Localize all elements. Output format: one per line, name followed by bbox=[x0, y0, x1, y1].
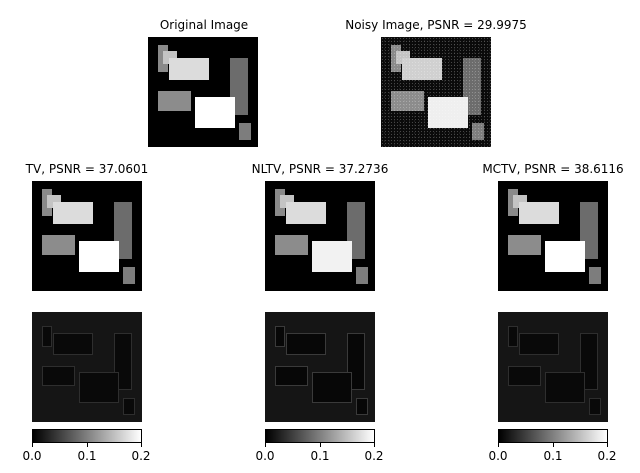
edge-tall-left bbox=[275, 326, 285, 347]
edge-gray-block bbox=[42, 366, 75, 386]
shape-light-bar bbox=[286, 202, 326, 224]
colorbar-tick bbox=[141, 443, 142, 447]
shape-small-bottom bbox=[472, 123, 484, 140]
colorbar-tick-label: 0.0 bbox=[488, 449, 508, 463]
shape-light-bar bbox=[53, 202, 93, 224]
title-noisy: Noisy Image, PSNR = 29.9975 bbox=[345, 18, 527, 32]
shape-small-bottom bbox=[356, 267, 368, 284]
shape-gray-block bbox=[158, 91, 191, 111]
mctv-image bbox=[498, 181, 608, 291]
colorbar-nltv bbox=[265, 429, 375, 443]
colorbar-tick-label: 0.1 bbox=[543, 449, 563, 463]
shape-white-block bbox=[428, 97, 468, 128]
original-image bbox=[148, 37, 258, 147]
edge-gray-block bbox=[508, 366, 541, 386]
nltv-image bbox=[265, 181, 375, 291]
colorbar-tick bbox=[553, 443, 554, 447]
tv-error-map bbox=[32, 312, 142, 422]
title-original: Original Image bbox=[159, 18, 249, 32]
shape-light-bar bbox=[519, 202, 559, 224]
colorbar-tick bbox=[498, 443, 499, 447]
title-nltv: NLTV, PSNR = 37.2736 bbox=[251, 162, 389, 176]
colorbar-tick bbox=[32, 443, 33, 447]
edge-small-bottom bbox=[123, 398, 135, 415]
colorbar-tick-label: 0.2 bbox=[131, 449, 151, 463]
colorbar-tick bbox=[265, 443, 266, 447]
edge-white-block bbox=[79, 372, 119, 403]
edge-light-bar bbox=[53, 333, 93, 355]
colorbar-tick bbox=[374, 443, 375, 447]
mctv-error-map bbox=[498, 312, 608, 422]
shape-small-bottom bbox=[589, 267, 601, 284]
shape-white-block bbox=[195, 97, 235, 128]
edge-white-block bbox=[545, 372, 585, 403]
title-tv: TV, PSNR = 37.0601 bbox=[25, 162, 149, 176]
colorbar-tick-label: 0.0 bbox=[22, 449, 42, 463]
edge-gray-block bbox=[275, 366, 308, 386]
shape-gray-block bbox=[275, 235, 308, 255]
shape-white-block bbox=[312, 241, 352, 272]
shape-small-bottom bbox=[123, 267, 135, 284]
colorbar-tick-label: 0.2 bbox=[364, 449, 384, 463]
title-mctv: MCTV, PSNR = 38.6116 bbox=[482, 162, 624, 176]
colorbar-tick bbox=[607, 443, 608, 447]
shape-light-bar bbox=[169, 58, 209, 80]
shape-light-bar bbox=[402, 58, 442, 80]
shape-white-block bbox=[545, 241, 585, 272]
colorbar-tick-label: 0.1 bbox=[310, 449, 330, 463]
edge-white-block bbox=[312, 372, 352, 403]
edge-tall-left bbox=[42, 326, 52, 347]
colorbar-tick-label: 0.0 bbox=[255, 449, 275, 463]
edge-light-bar bbox=[519, 333, 559, 355]
nltv-error-map bbox=[265, 312, 375, 422]
tv-image bbox=[32, 181, 142, 291]
shape-gray-block bbox=[508, 235, 541, 255]
edge-small-bottom bbox=[589, 398, 601, 415]
shape-white-block bbox=[79, 241, 119, 272]
colorbar-tick-label: 0.2 bbox=[597, 449, 617, 463]
colorbar-tv bbox=[32, 429, 142, 443]
colorbar-tick bbox=[87, 443, 88, 447]
shape-gray-block bbox=[391, 91, 424, 111]
colorbar-tick bbox=[320, 443, 321, 447]
noisy-image bbox=[381, 37, 491, 147]
shape-gray-block bbox=[42, 235, 75, 255]
edge-small-bottom bbox=[356, 398, 368, 415]
colorbar-mctv bbox=[498, 429, 608, 443]
edge-tall-left bbox=[508, 326, 518, 347]
shape-small-bottom bbox=[239, 123, 251, 140]
colorbar-tick-label: 0.1 bbox=[77, 449, 97, 463]
noise-overlay bbox=[381, 37, 491, 147]
edge-light-bar bbox=[286, 333, 326, 355]
